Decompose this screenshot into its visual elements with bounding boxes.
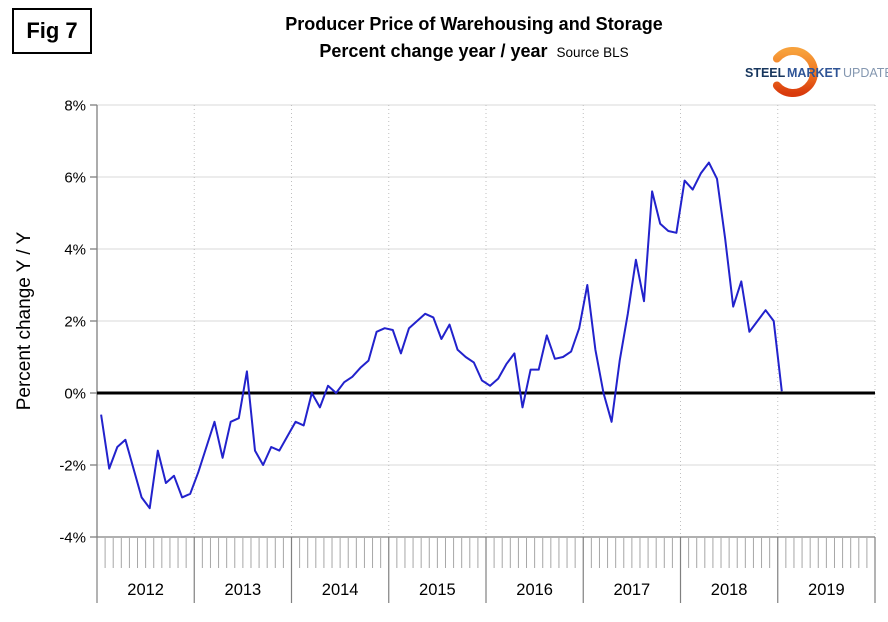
chart-subtitle-row: Percent change year / year Source BLS xyxy=(85,41,863,63)
smu-logo-steel: STEEL xyxy=(745,66,786,80)
chart-title: Producer Price of Warehousing and Storag… xyxy=(285,14,663,34)
y-axis-title: Percent change Y / Y xyxy=(14,231,35,410)
year-label: 2013 xyxy=(225,581,262,599)
y-tick-label: 8% xyxy=(64,98,86,115)
year-label: 2015 xyxy=(419,581,456,599)
chart-subtitle: Percent change year / year xyxy=(319,40,548,61)
year-label: 2012 xyxy=(127,581,164,599)
year-label: 2016 xyxy=(516,581,553,599)
year-label: 2014 xyxy=(322,581,359,599)
y-tick-label: 2% xyxy=(64,314,86,331)
smu-crescent-icon xyxy=(772,47,818,97)
y-tick-label: 4% xyxy=(64,242,86,259)
smu-logo-update: UPDATE xyxy=(843,66,888,80)
year-label: 2018 xyxy=(711,581,748,599)
chart-graphics: 8% 6% 4% 2% 0% -2% -4% 2012 2013 2014 2015 2016 2017… xyxy=(59,98,876,603)
figure-label-box: Fig 7 xyxy=(12,8,92,54)
y-tick-label: 0% xyxy=(64,386,86,403)
year-label: 2017 xyxy=(614,581,651,599)
chart-header: Producer Price of Warehousing and Storag… xyxy=(85,14,863,62)
year-label: 2019 xyxy=(808,581,845,599)
smu-logo-svg: STEEL MARKET UPDATE xyxy=(745,47,888,97)
smu-logo-market: MARKET xyxy=(787,66,841,80)
data-line xyxy=(100,161,783,510)
figure-label: Fig 7 xyxy=(26,18,78,43)
smu-logo: STEEL MARKET UPDATE xyxy=(744,38,888,107)
y-tick-label: -4% xyxy=(59,530,86,547)
y-tick-label: 6% xyxy=(64,170,86,187)
source-label: Source BLS xyxy=(556,44,629,60)
y-tick-label: -2% xyxy=(59,458,86,475)
